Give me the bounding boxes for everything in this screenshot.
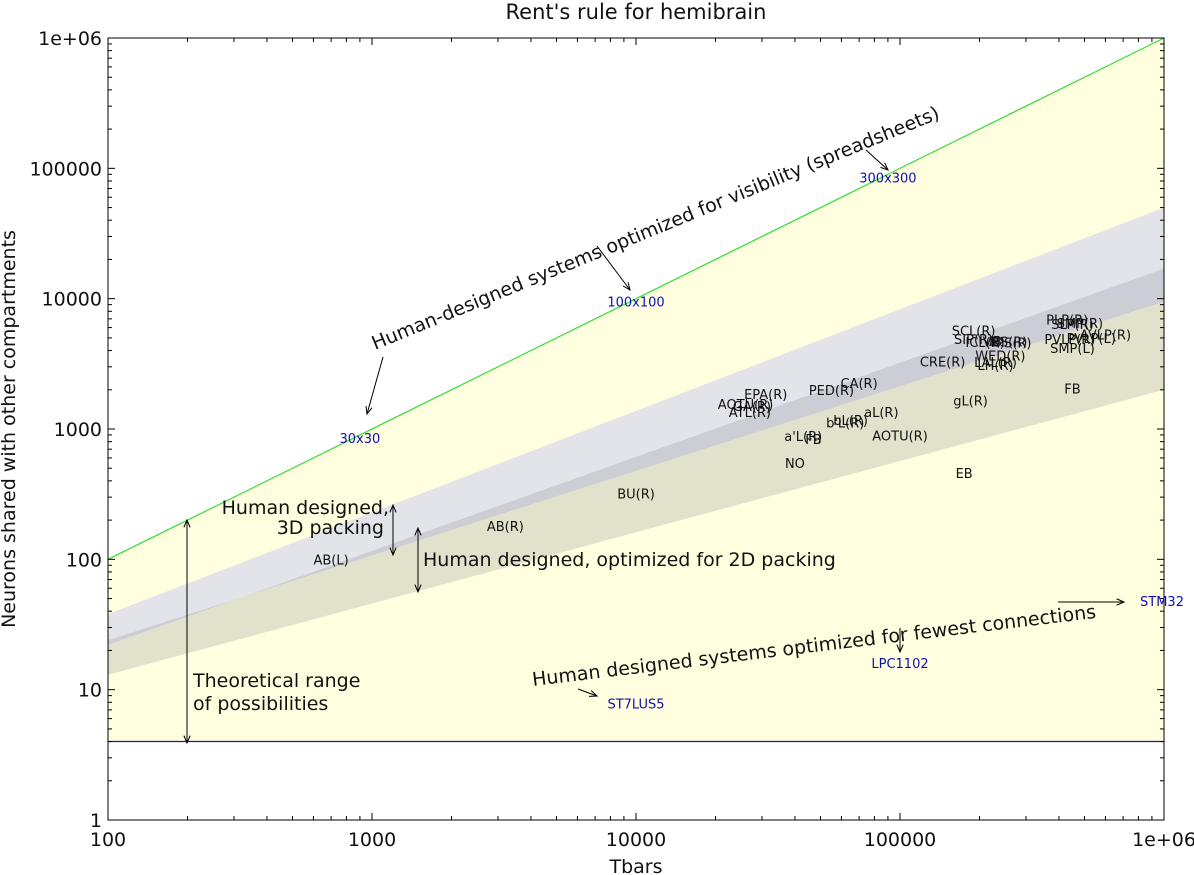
- region-label: AB(L): [314, 553, 349, 568]
- annotation-theoretical-line2: of possibilities: [193, 693, 328, 715]
- region-label: aL(R): [864, 406, 898, 421]
- annotation-3d-packing-line2: 3D packing: [277, 517, 384, 539]
- region-label: ATL(R): [729, 406, 771, 421]
- x-tick-label: 1000: [348, 829, 396, 851]
- y-tick-label: 10000: [42, 289, 102, 311]
- region-label: GA(R): [733, 400, 771, 415]
- region-label: CRE(R): [920, 355, 966, 370]
- band-overlap: [108, 268, 1164, 646]
- region-label: SMP(R): [1057, 317, 1103, 332]
- region-label: SIP(R): [954, 333, 993, 348]
- region-label: b'L(R): [826, 417, 864, 432]
- y-tick-label: 100: [66, 549, 102, 571]
- arrow-to-100x100-head: [622, 282, 631, 292]
- arrow-to-300x300: [865, 149, 889, 171]
- region-label: EPA(R): [744, 388, 787, 403]
- arrow-3d-packing-head: [389, 547, 397, 557]
- region-label: PED(R): [809, 384, 854, 399]
- region-label: SLP(R): [1051, 318, 1094, 333]
- reference-point-label: ST7LUS5: [607, 698, 664, 713]
- arrow-theoretical-range-head: [183, 735, 191, 745]
- region-label: a'L(R): [784, 430, 822, 445]
- region-label: gL(R): [953, 395, 988, 410]
- band-3d-packing: [108, 207, 1164, 641]
- reference-point-label: 30x30: [340, 432, 381, 447]
- region-label: SCL(R): [952, 324, 996, 339]
- region-label: WED(R): [975, 350, 1025, 365]
- region-label: AOTU(R): [872, 430, 928, 445]
- arrow-to-300x300-head: [880, 162, 889, 171]
- y-tick-label: 100000: [29, 158, 102, 180]
- arrow-to-st7lus5: [577, 688, 598, 697]
- region-label: BU(R): [617, 487, 655, 502]
- annotation-3d-packing-line1: Human designed,: [222, 497, 389, 519]
- chart-title: Rent's rule for hemibrain: [506, 0, 767, 24]
- x-tick-label: 100000: [864, 829, 937, 851]
- region-label: bL(R): [833, 414, 868, 429]
- region-label: SMP(L): [1050, 342, 1095, 357]
- x-tick-label: 10000: [606, 829, 666, 851]
- region-label: IB: [989, 335, 1002, 350]
- y-tick-label: 1e+06: [38, 28, 102, 50]
- arrow-2d-packing-tail: [414, 526, 422, 536]
- region-label: LAL(R): [974, 356, 1017, 371]
- region-label: FB: [1064, 382, 1080, 397]
- y-tick-label: 10: [78, 680, 102, 702]
- arrow-to-lpc1102-head: [896, 644, 904, 654]
- arrow-to-100x100: [596, 245, 631, 291]
- arrow-to-30x30-head: [365, 406, 373, 416]
- region-label: PS(R): [996, 337, 1031, 352]
- reference-point-label: 300x300: [859, 172, 916, 187]
- region-label: PLP(R): [1046, 314, 1088, 329]
- arrow-to-30x30: [366, 356, 384, 415]
- arrow-2d-packing-head: [414, 584, 422, 594]
- arrow-to-stm32-head: [1116, 598, 1126, 606]
- x-tick-label: 100: [90, 829, 126, 851]
- x-tick-label: 1e+06: [1132, 829, 1194, 851]
- reference-point-label: 100x100: [607, 296, 664, 311]
- region-label: AOTU(R): [718, 398, 774, 413]
- region-label: EB: [956, 467, 973, 482]
- region-label: LH(R): [977, 359, 1013, 374]
- region-label: FB: [805, 433, 821, 448]
- annotation-2d-packing: Human designed, optimized for 2D packing: [423, 549, 836, 571]
- region-label: PVLP(L): [1067, 332, 1116, 347]
- y-tick-label: 1: [90, 810, 102, 832]
- reference-point-label: LPC1102: [871, 657, 928, 672]
- arrow-to-st7lus5-head: [588, 690, 599, 697]
- reference-point-label: STM32: [1140, 595, 1184, 610]
- region-label: PVLP(R): [1044, 333, 1095, 348]
- y-axis-label: Neurons shared with other compartments: [0, 230, 20, 628]
- arrow-3d-packing-tail: [389, 503, 397, 513]
- region-label: AB(R): [487, 520, 524, 535]
- region-label: AVLP(R): [1080, 329, 1131, 344]
- y-tick-label: 1000: [54, 419, 102, 441]
- region-label: ICL(R): [965, 336, 1004, 351]
- region-label: VES(R): [983, 335, 1028, 350]
- arrow-theoretical-range-tail: [183, 518, 191, 528]
- upper-bound-line: [108, 38, 1164, 560]
- annotation-theoretical-line1: Theoretical range: [192, 670, 360, 692]
- x-axis-label: Tbars: [608, 856, 662, 875]
- region-label: CA(R): [841, 377, 878, 392]
- region-label: NO: [785, 457, 805, 472]
